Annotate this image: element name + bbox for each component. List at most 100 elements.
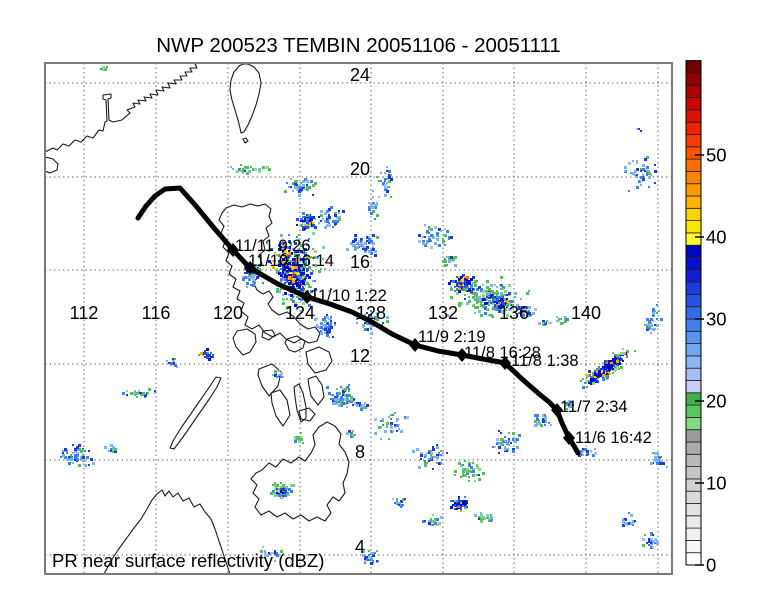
rain-cell [520,306,523,309]
rain-cell [504,440,506,442]
rain-cell [250,276,253,279]
rain-cell [654,456,656,458]
rain-cell [322,246,325,249]
rain-cell [460,276,463,279]
rain-cell [110,444,113,447]
rain-cell [542,324,544,326]
rain-cell [342,402,345,405]
rain-cell [298,190,301,193]
rain-cell [238,168,241,171]
colorbar-segment [685,429,702,443]
rain-cell [366,312,368,314]
rain-cell [424,460,426,462]
rain-cell [336,394,339,397]
rain-cell [512,448,515,451]
rain-cell [240,170,242,172]
rain-cell [630,514,633,517]
rain-cell [454,508,456,510]
rain-cell [600,368,602,370]
rain-cell [314,294,316,296]
colorbar-segment [685,367,702,381]
rain-cell [430,454,432,456]
rain-cell [386,166,388,168]
rain-cell [646,172,648,174]
rain-cell [500,284,502,286]
rain-cell [424,244,427,247]
rain-cell [662,462,665,465]
colorbar-segment [685,281,702,295]
colorbar-segment [685,503,702,517]
rain-cell [470,466,473,469]
rain-cell [604,366,606,368]
rain-cell [324,326,327,329]
rain-cell [262,166,265,169]
rain-cell [72,444,74,446]
rain-cell [366,246,369,249]
rain-cell [604,370,607,373]
track-marker [244,261,256,275]
rain-cell [634,170,637,173]
rain-cell [580,450,582,452]
rain-cell [306,218,309,221]
rain-cell [648,170,650,172]
rain-cell [362,550,365,553]
rain-cell [290,252,293,255]
rain-cell [322,258,324,260]
rain-cell [390,426,392,428]
rain-cell [304,188,306,190]
rain-cell [348,430,351,433]
rain-cell [502,288,504,290]
rain-cell [338,392,341,395]
rain-cell [374,316,377,319]
rain-cell [392,414,394,416]
rain-cell [604,368,607,371]
rain-cell [288,276,291,279]
rain-cell [82,460,84,462]
rain-cell [526,292,529,295]
rain-cell [300,264,303,267]
rain-cell [282,272,284,274]
rain-cell [372,248,375,251]
rain-cell [556,320,558,322]
rain-cell [328,336,330,338]
rain-cell [598,368,600,370]
rain-cell [582,454,584,456]
rain-cell [606,376,609,379]
rain-cell [438,522,441,525]
rain-cell [364,322,366,324]
rain-cell [504,302,507,305]
rain-cell [304,290,307,293]
rain-cell [354,238,357,241]
rain-cell [296,284,299,287]
rain-cell [384,430,387,433]
rain-cell [296,268,299,271]
rain-cell [516,446,518,448]
rain-cell [500,432,502,434]
rain-cell [562,322,564,324]
rain-cell [232,168,234,170]
rain-cell [326,220,329,223]
rain-cell [78,444,81,447]
rain-cell [312,184,315,187]
rain-cell [466,276,469,279]
rain-cell [592,374,595,377]
rain-cell [212,354,214,356]
rain-cell [328,318,330,320]
coastline-negros [270,389,291,427]
rain-cell [300,432,302,434]
rain-cell [504,436,506,438]
rain-cell [464,506,467,509]
rain-cell [376,204,378,206]
rain-cell [298,280,301,283]
rain-cell [432,514,434,516]
rain-cell [402,504,404,506]
rain-cell [584,382,586,384]
rain-cell [534,414,537,417]
rain-cell [90,458,93,461]
rain-cell [418,466,421,469]
rain-cell [304,260,307,263]
rain-cell [476,466,479,469]
rain-cell [384,184,387,187]
rain-cell [500,300,503,303]
